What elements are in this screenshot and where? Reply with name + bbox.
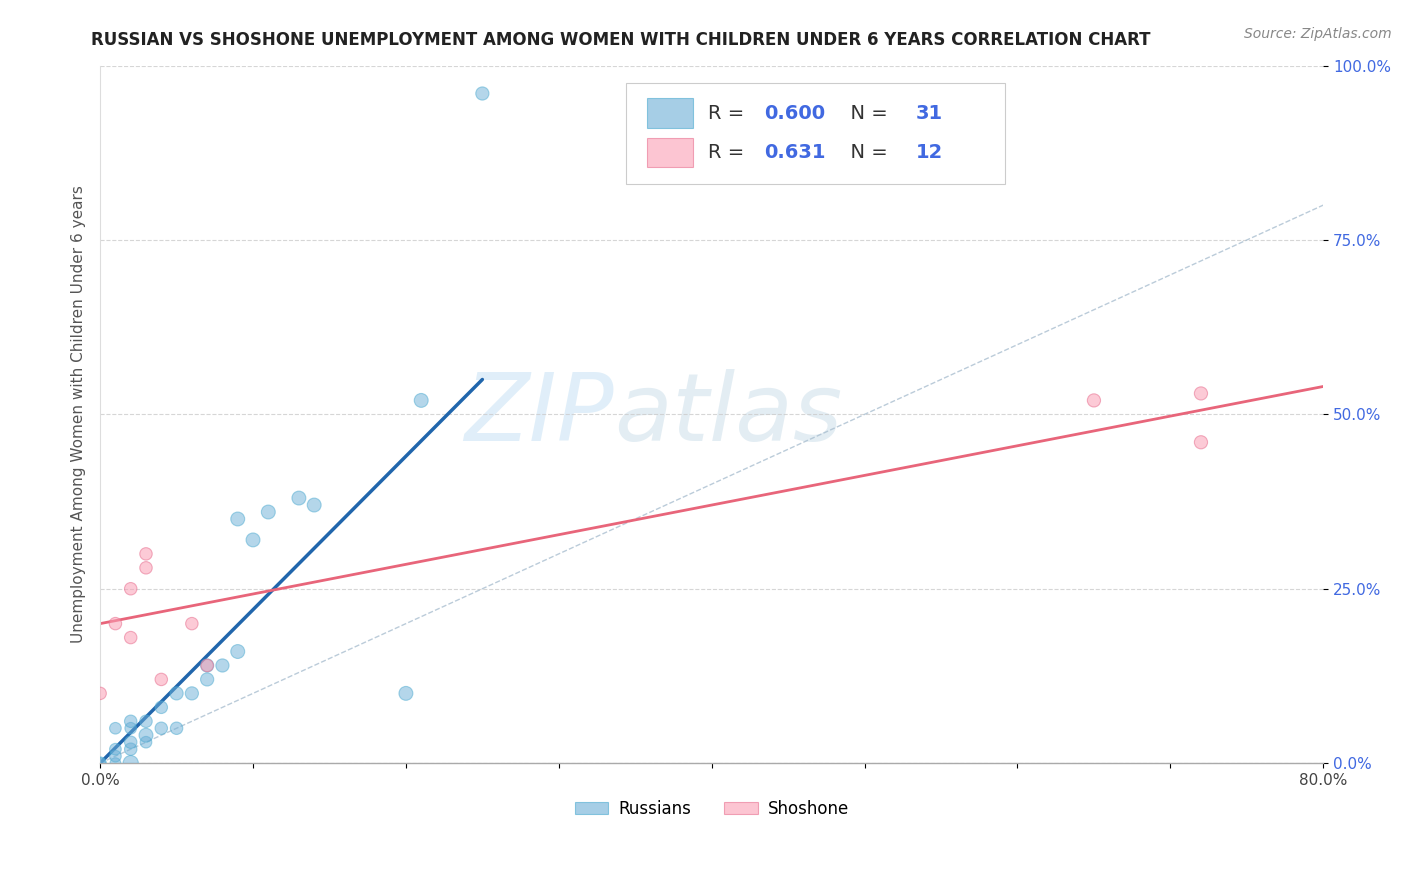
Text: Source: ZipAtlas.com: Source: ZipAtlas.com xyxy=(1244,27,1392,41)
Point xyxy=(1189,386,1212,401)
Point xyxy=(195,658,218,673)
Point xyxy=(135,547,157,561)
Point xyxy=(104,749,127,764)
Point xyxy=(135,728,157,742)
Point xyxy=(195,658,218,673)
Bar xyxy=(647,138,693,168)
Point xyxy=(104,742,127,756)
Text: 0.600: 0.600 xyxy=(765,103,825,122)
Point xyxy=(1083,393,1105,408)
Point xyxy=(120,714,142,729)
Point xyxy=(395,686,418,700)
Point xyxy=(135,714,157,729)
Point xyxy=(89,756,111,771)
Text: N =: N = xyxy=(838,103,894,122)
Point xyxy=(135,735,157,749)
Point xyxy=(120,735,142,749)
Point xyxy=(288,491,311,505)
Point xyxy=(180,616,202,631)
Y-axis label: Unemployment Among Women with Children Under 6 years: Unemployment Among Women with Children U… xyxy=(72,186,86,643)
Point xyxy=(104,616,127,631)
Point xyxy=(120,742,142,756)
Point xyxy=(166,686,188,700)
Text: 31: 31 xyxy=(915,103,943,122)
Point xyxy=(150,700,173,714)
Point xyxy=(120,721,142,735)
Point xyxy=(104,721,127,735)
Bar xyxy=(647,98,693,128)
FancyBboxPatch shape xyxy=(626,83,1005,184)
Point xyxy=(166,721,188,735)
Legend: Russians, Shoshone: Russians, Shoshone xyxy=(568,793,855,824)
Point xyxy=(302,498,325,512)
Point xyxy=(1189,435,1212,450)
Text: 0.631: 0.631 xyxy=(765,144,825,162)
Text: R =: R = xyxy=(709,144,756,162)
Point xyxy=(89,686,111,700)
Point xyxy=(120,631,142,645)
Point xyxy=(104,756,127,771)
Text: N =: N = xyxy=(838,144,894,162)
Text: atlas: atlas xyxy=(614,369,842,460)
Point xyxy=(211,658,233,673)
Point xyxy=(120,582,142,596)
Point xyxy=(180,686,202,700)
Point xyxy=(195,673,218,687)
Point xyxy=(150,721,173,735)
Text: 12: 12 xyxy=(915,144,943,162)
Point xyxy=(120,756,142,771)
Point xyxy=(242,533,264,547)
Point xyxy=(89,756,111,771)
Point xyxy=(226,512,249,526)
Text: RUSSIAN VS SHOSHONE UNEMPLOYMENT AMONG WOMEN WITH CHILDREN UNDER 6 YEARS CORRELA: RUSSIAN VS SHOSHONE UNEMPLOYMENT AMONG W… xyxy=(91,31,1152,49)
Text: R =: R = xyxy=(709,103,751,122)
Point xyxy=(226,644,249,658)
Point xyxy=(257,505,280,519)
Point xyxy=(471,87,494,101)
Point xyxy=(411,393,433,408)
Point xyxy=(135,561,157,575)
Text: ZIP: ZIP xyxy=(464,369,614,460)
Point xyxy=(150,673,173,687)
